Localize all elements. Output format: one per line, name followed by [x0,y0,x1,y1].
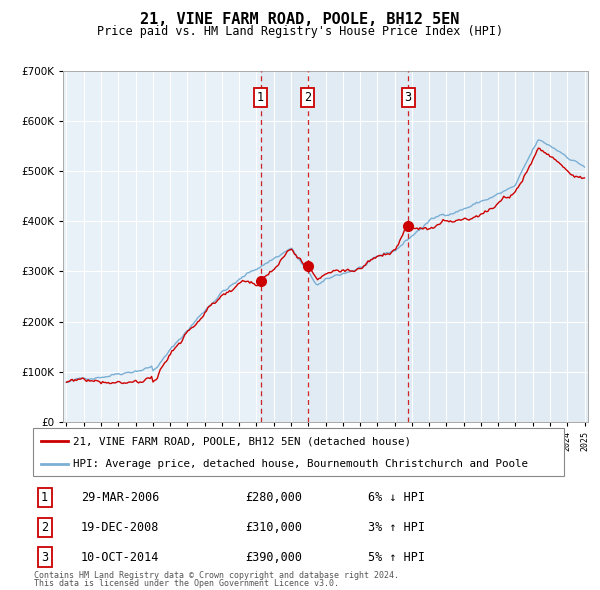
Text: HPI: Average price, detached house, Bournemouth Christchurch and Poole: HPI: Average price, detached house, Bour… [73,459,528,469]
Text: This data is licensed under the Open Government Licence v3.0.: This data is licensed under the Open Gov… [34,579,339,588]
Text: 2: 2 [304,91,311,104]
Text: 3: 3 [41,550,48,564]
Text: 1: 1 [41,491,48,504]
Text: 3: 3 [404,91,412,104]
Text: 29-MAR-2006: 29-MAR-2006 [81,491,159,504]
Text: £310,000: £310,000 [245,521,302,534]
Text: 10-OCT-2014: 10-OCT-2014 [81,550,159,564]
Text: Contains HM Land Registry data © Crown copyright and database right 2024.: Contains HM Land Registry data © Crown c… [34,571,399,580]
Text: Price paid vs. HM Land Registry's House Price Index (HPI): Price paid vs. HM Land Registry's House … [97,25,503,38]
Text: £280,000: £280,000 [245,491,302,504]
Text: 6% ↓ HPI: 6% ↓ HPI [368,491,425,504]
Text: 5% ↑ HPI: 5% ↑ HPI [368,550,425,564]
Text: £390,000: £390,000 [245,550,302,564]
Text: 1: 1 [257,91,264,104]
FancyBboxPatch shape [33,428,564,476]
Text: 21, VINE FARM ROAD, POOLE, BH12 5EN (detached house): 21, VINE FARM ROAD, POOLE, BH12 5EN (det… [73,436,411,446]
Text: 21, VINE FARM ROAD, POOLE, BH12 5EN: 21, VINE FARM ROAD, POOLE, BH12 5EN [140,12,460,27]
Bar [260,71,593,422]
Text: 19-DEC-2008: 19-DEC-2008 [81,521,159,534]
Text: 2: 2 [41,521,48,534]
Text: 3% ↑ HPI: 3% ↑ HPI [368,521,425,534]
